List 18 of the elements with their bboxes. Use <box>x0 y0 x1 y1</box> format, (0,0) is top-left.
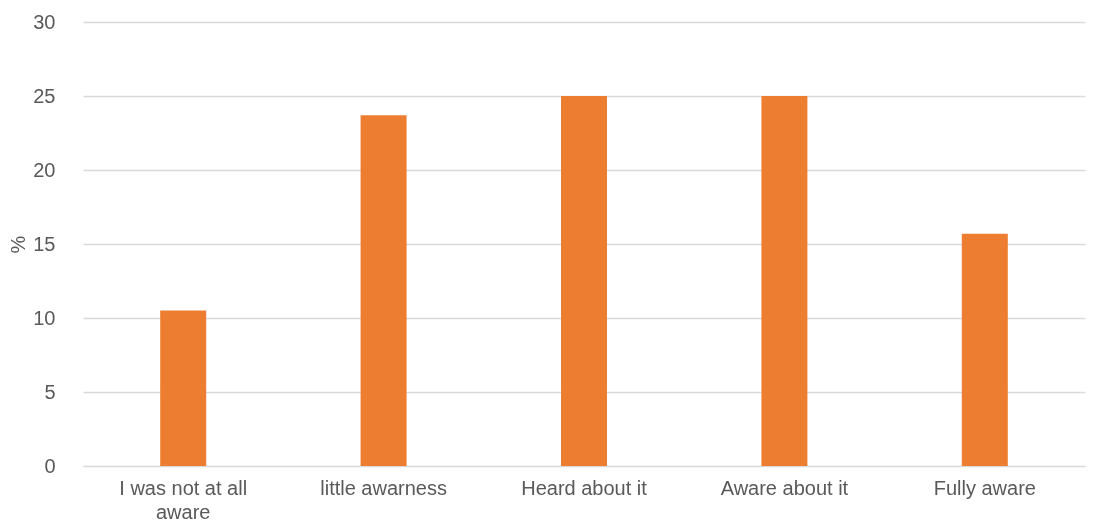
y-tick-label: 30 <box>33 10 56 33</box>
x-tick-label: Aware about it <box>720 476 849 499</box>
y-tick-label: 25 <box>33 84 56 107</box>
y-tick-label: 10 <box>33 306 56 329</box>
y-tick-label: 15 <box>33 232 56 255</box>
bar <box>961 233 1008 466</box>
y-tick-label: 5 <box>44 380 56 403</box>
y-tick-label: 20 <box>33 158 56 181</box>
x-tick-label: Heard about it <box>521 476 648 499</box>
y-axis-title: % <box>7 235 30 254</box>
x-tick-label: I was not at all aware <box>119 476 248 523</box>
x-tick-label: Fully aware <box>933 476 1036 499</box>
bar <box>160 310 207 466</box>
bar <box>561 96 607 466</box>
y-tick-label: 0 <box>44 454 56 477</box>
x-tick-label: little awarness <box>320 476 447 499</box>
bar <box>761 96 808 466</box>
bar <box>360 115 407 466</box>
